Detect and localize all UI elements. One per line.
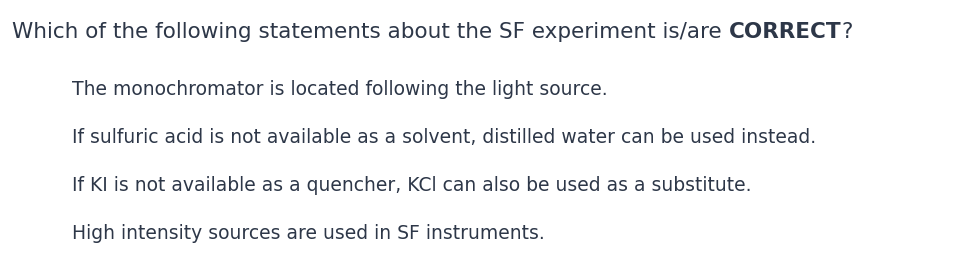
Text: ?: ? [841, 22, 853, 42]
Text: CORRECT: CORRECT [728, 22, 841, 42]
Text: High intensity sources are used in SF instruments.: High intensity sources are used in SF in… [72, 224, 545, 243]
Text: If sulfuric acid is not available as a solvent, distilled water can be used inst: If sulfuric acid is not available as a s… [72, 128, 816, 147]
Text: Which of the following statements about the SF experiment is/are: Which of the following statements about … [12, 22, 728, 42]
Text: The monochromator is located following the light source.: The monochromator is located following t… [72, 80, 608, 99]
Text: If KI is not available as a quencher, KCl can also be used as a substitute.: If KI is not available as a quencher, KC… [72, 176, 751, 195]
